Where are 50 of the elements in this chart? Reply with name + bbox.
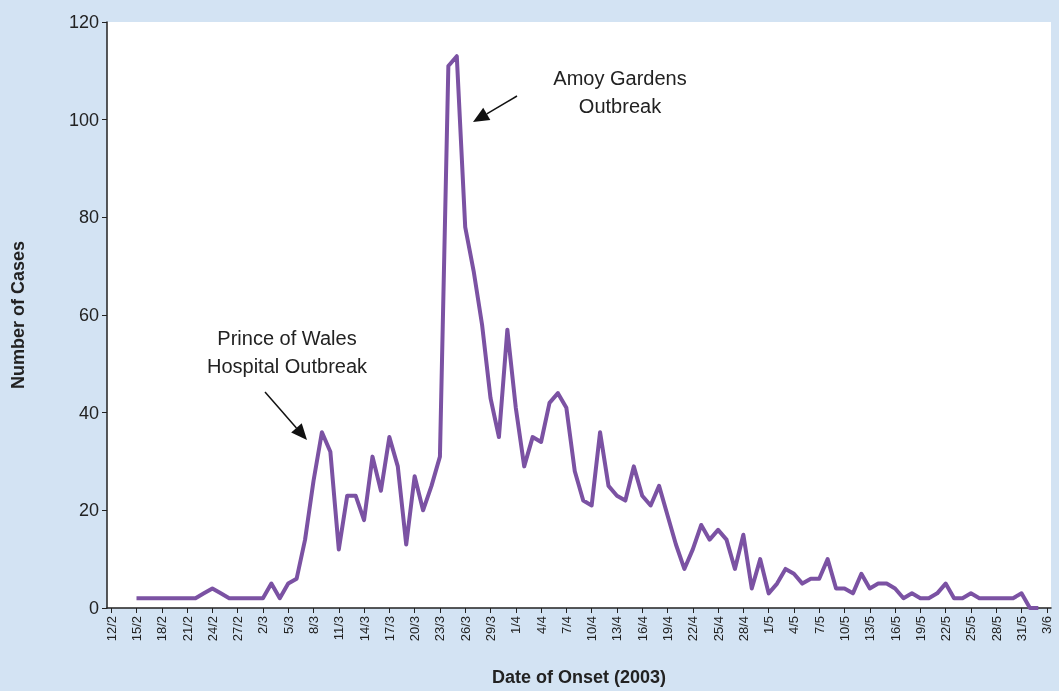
x-tick-label: 16/4 <box>634 616 650 642</box>
x-tick-label: 24/2 <box>204 616 220 642</box>
x-tick-label: 1/5 <box>761 616 777 635</box>
y-tick-label: 0 <box>88 598 99 618</box>
x-tick-label: 31/5 <box>1014 616 1029 642</box>
x-tick-label: 12/2 <box>103 616 119 642</box>
x-tick-label: 11/3 <box>331 616 347 641</box>
x-tick-label: 16/5 <box>887 616 903 642</box>
x-tick-label: 8/3 <box>306 616 321 635</box>
x-tick-label: 17/3 <box>381 616 397 642</box>
x-tick-label: 13/5 <box>862 616 878 642</box>
x-tick-label: 3/6 <box>1039 616 1055 635</box>
x-tick-label: 23/3 <box>432 616 448 642</box>
y-tick-label: 120 <box>68 12 99 32</box>
y-tick-label: 40 <box>78 402 99 423</box>
x-tick-label: 18/2 <box>154 616 170 642</box>
x-tick-label: 13/4 <box>609 616 625 642</box>
x-tick-label: 10/4 <box>584 616 600 642</box>
y-tick-label: 60 <box>78 305 99 325</box>
x-tick-label: 4/5 <box>786 616 802 635</box>
annotation: Prince of Wales Hospital Outbreak <box>206 326 368 379</box>
x-tick-label: 15/2 <box>129 616 144 642</box>
annotation: Amoy Gardens Outbreak <box>553 66 687 119</box>
x-tick-label: 1/4 <box>508 616 524 635</box>
x-tick-label: 19/5 <box>912 616 928 642</box>
x-tick-label: 25/4 <box>710 616 726 642</box>
x-tick-label: 25/5 <box>963 616 979 642</box>
x-tick-label: 14/3 <box>356 616 372 642</box>
x-tick-label: 26/3 <box>457 616 473 642</box>
x-tick-label: 10/5 <box>837 616 852 642</box>
x-tick-label: 29/3 <box>483 616 498 642</box>
y-tick-label: 20 <box>78 500 99 521</box>
y-axis-title: Number of Cases <box>8 240 28 390</box>
x-tick-label: 28/4 <box>735 616 751 642</box>
x-tick-label: 21/2 <box>179 616 195 642</box>
x-tick-label: 2/3 <box>255 616 271 635</box>
x-tick-label: 4/4 <box>533 616 549 635</box>
x-tick-label: 20/3 <box>407 616 423 642</box>
x-tick-label: 7/5 <box>811 616 827 635</box>
x-tick-label: 19/4 <box>660 616 675 642</box>
line-series <box>134 54 1041 610</box>
x-tick-label: 5/3 <box>280 616 296 635</box>
x-tick-label: 27/2 <box>230 616 246 642</box>
x-tick-label: 7/4 <box>558 616 574 635</box>
x-tick-label: 22/5 <box>938 616 954 642</box>
x-tick-label: 22/4 <box>685 616 701 642</box>
x-tick-label: 28/5 <box>988 616 1004 642</box>
y-tick-label: 100 <box>68 109 99 130</box>
y-tick-label: 80 <box>78 207 99 228</box>
x-axis-title: Date of Onset (2003) <box>491 667 667 687</box>
